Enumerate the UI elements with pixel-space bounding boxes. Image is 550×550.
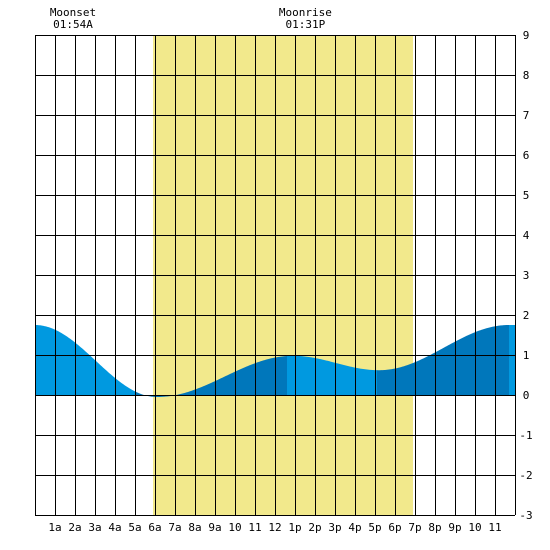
x-tick-label: 1p: [288, 521, 301, 534]
x-tick-label: 4a: [108, 521, 121, 534]
x-tick-label: 9p: [448, 521, 461, 534]
y-tick-label: -2: [519, 469, 532, 482]
y-tick-label: 2: [523, 309, 530, 322]
y-tick-label: 8: [523, 69, 530, 82]
x-tick-label: 10: [228, 521, 241, 534]
y-tick-label: 1: [523, 349, 530, 362]
y-tick-label: 5: [523, 189, 530, 202]
x-tick-label: 4p: [348, 521, 361, 534]
x-tick-label: 5p: [368, 521, 381, 534]
tide-area-segment-5: [509, 325, 515, 395]
x-tick-label: 6p: [388, 521, 401, 534]
x-tick-label: 9a: [208, 521, 221, 534]
x-tick-label: 10: [468, 521, 481, 534]
x-tick-label: 12: [268, 521, 281, 534]
x-tick-label: 3p: [328, 521, 341, 534]
x-tick-label: 2p: [308, 521, 321, 534]
tide-area-segment-1: [35, 325, 135, 395]
x-tick-label: 3a: [88, 521, 101, 534]
label-layer: 1a 2a 3a 4a 5a 6a 7a 8a 9a 10 11 12 1p 2p 3p 4p 5p 6p 7p 8p…: [48, 6, 532, 534]
x-tick-label: 7p: [408, 521, 421, 534]
y-tick-label: -3: [519, 509, 532, 522]
moonset-time: 01:54A: [53, 18, 93, 31]
y-tick-label: 0: [523, 389, 530, 402]
y-tick-label: 7: [523, 109, 530, 122]
x-tick-label: 1a: [48, 521, 61, 534]
moonrise-time: 01:31P: [286, 18, 326, 31]
x-tick-label: 7a: [168, 521, 181, 534]
tide-area-segment-3: [287, 355, 377, 395]
moonrise-label: Moonrise: [279, 6, 332, 19]
y-tick-label: 4: [523, 229, 530, 242]
y-tick-label: 3: [523, 269, 530, 282]
x-tick-label: 8a: [188, 521, 201, 534]
y-tick-label: -1: [519, 429, 532, 442]
tide-area-segment-2: [135, 356, 287, 397]
x-tick-label: 5a: [128, 521, 141, 534]
x-tick-label: 11: [488, 521, 501, 534]
y-tick-label: 9: [523, 29, 530, 42]
x-tick-label: 11: [248, 521, 261, 534]
x-tick-label: 6a: [148, 521, 161, 534]
x-tick-label: 2a: [68, 521, 81, 534]
x-tick-label: 8p: [428, 521, 441, 534]
y-tick-label: 6: [523, 149, 530, 162]
moonset-label: Moonset: [50, 6, 96, 19]
grid-layer: [35, 35, 516, 516]
